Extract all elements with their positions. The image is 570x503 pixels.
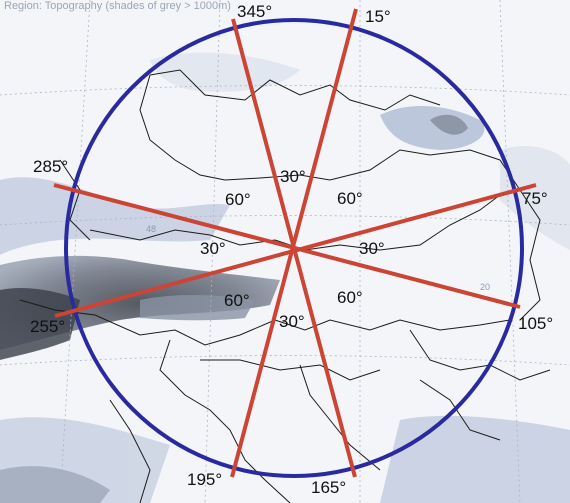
range-circle [64,18,524,478]
terrain-shading [0,52,570,503]
angle-label-right: 30° [359,239,385,258]
bearing-label-75: 75° [522,189,548,208]
angle-label-lower-left: 60° [224,291,250,310]
angle-label-lower-right: 60° [337,288,363,307]
line-285-105 [53,183,521,309]
grid-label-48: 48 [146,224,156,234]
direction-lines [53,8,537,478]
grid-label-20: 20 [480,282,490,292]
bearing-label-345: 345° [237,2,272,21]
line-15-195 [230,8,358,478]
bearing-label-255: 255° [30,317,65,336]
angle-label-bottom: 30° [279,312,305,331]
bearing-label-165: 165° [311,478,346,497]
angle-label-upper-left: 60° [225,190,251,209]
country-borders [19,69,551,503]
sector-angle-labels: 30° 60° 60° 30° 30° 60° 60° 30° [200,167,385,331]
bearing-label-15: 15° [365,7,391,26]
bearing-labels: 345° 15° 285° 75° 255° 105° 195° 165° [30,2,553,497]
angle-label-top: 30° [280,167,306,186]
map-header: Region: Topography (shades of grey > 100… [4,0,231,12]
bearing-label-195: 195° [187,470,222,489]
line-75-255 [54,183,537,318]
bearing-label-285: 285° [33,157,68,176]
bearing-label-105: 105° [518,314,553,333]
angle-label-upper-right: 60° [337,189,363,208]
angle-label-left: 30° [200,239,226,258]
